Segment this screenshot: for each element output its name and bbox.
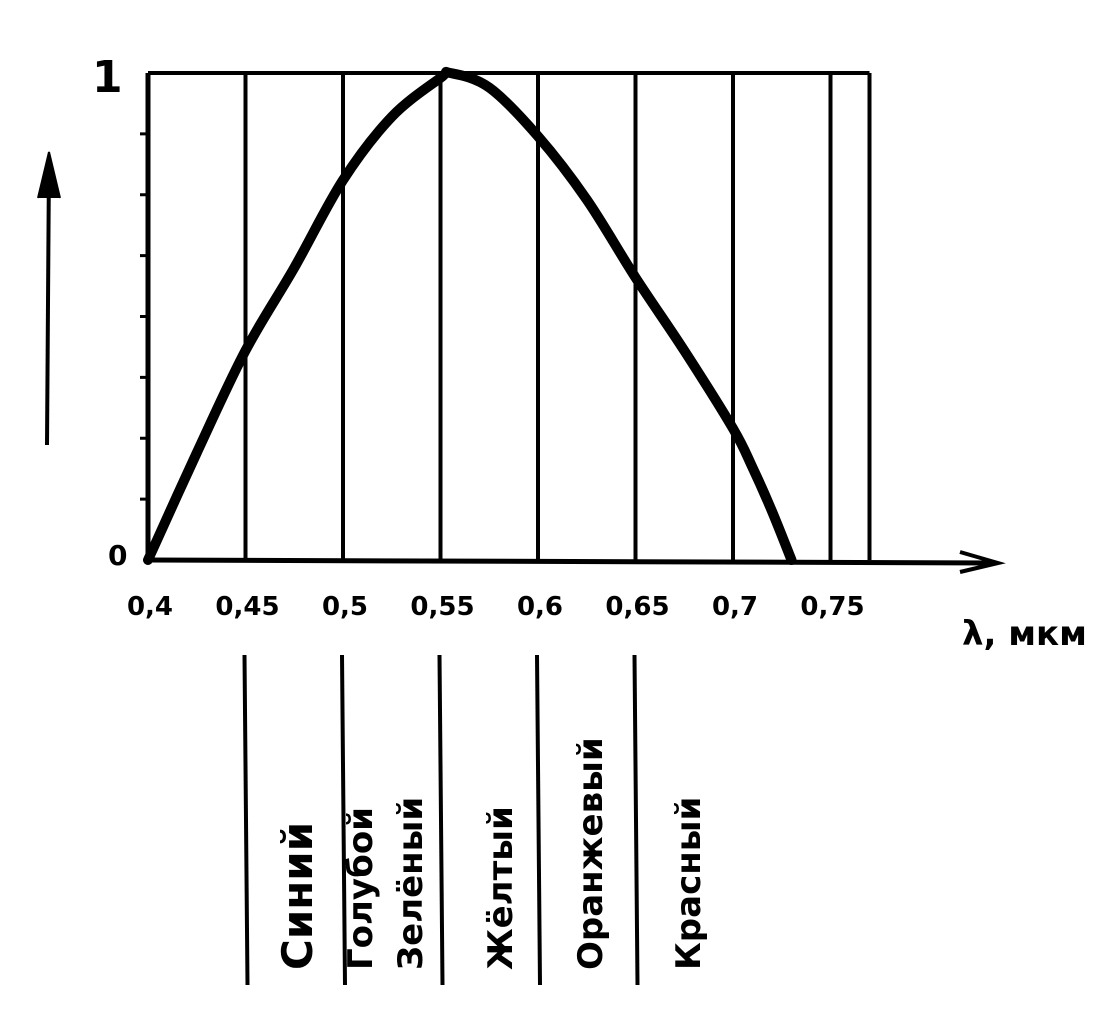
x-tick-label: 0,5 [322, 592, 368, 622]
band-label: Голубой [341, 807, 381, 970]
tick-labels: 0 1 0,4 0,45 0,5 0,55 0,6 0,65 0,7 0,75 λ, мкм [92, 52, 1087, 654]
y-tick-label-0: 0 [108, 539, 127, 572]
x-tick-label: 0,55 [410, 592, 474, 622]
x-tick-label: 0,45 [215, 592, 279, 622]
x-tick-label: 0,75 [800, 592, 864, 622]
band-separator [340, 654, 347, 986]
band-separator [437, 654, 445, 986]
band-label: Оранжевый [571, 737, 611, 970]
x-axis-arrowhead [959, 550, 1006, 574]
curve-group [143, 66, 797, 565]
band-separator [632, 654, 640, 986]
x-tick-label: 0,65 [605, 592, 669, 622]
grid-lines [148, 71, 872, 560]
x-axis-label: λ, мкм [962, 614, 1087, 654]
band-separator [535, 654, 542, 986]
y-tick-label-1: 1 [92, 52, 123, 103]
band-label: Красный [669, 797, 709, 970]
band-label: Жёлтый [481, 806, 521, 970]
band-separator [242, 654, 250, 986]
x-tick-label: 0,7 [712, 592, 758, 622]
band-label: Зелёный [391, 797, 431, 970]
x-tick-label: 0,4 [127, 592, 173, 622]
color-bands: Синий Голубой Зелёный Жёлтый Оранжевый Красны… [242, 654, 709, 986]
y-arrow-shaft [45, 159, 51, 446]
x-tick-label: 0,6 [517, 592, 563, 622]
axes [37, 73, 1006, 574]
x-axis-line [147, 557, 996, 566]
band-label: Синий [273, 822, 322, 970]
y-arrow-head [37, 151, 61, 199]
